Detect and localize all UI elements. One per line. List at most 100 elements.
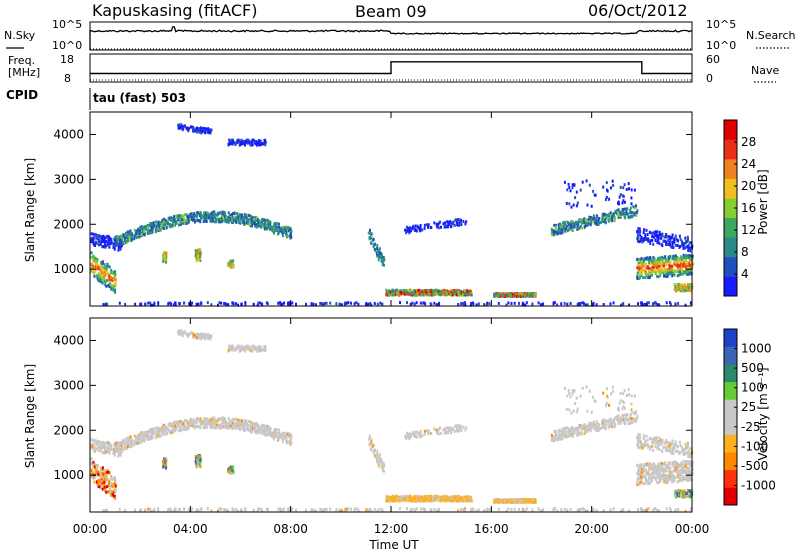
power-cell — [223, 218, 226, 222]
power-cell — [495, 294, 498, 298]
velocity-cell — [161, 425, 164, 429]
power-cell — [139, 229, 142, 233]
power-cell — [565, 229, 568, 233]
power-cell — [673, 271, 676, 274]
power-cell — [658, 303, 661, 307]
power-cell — [244, 142, 247, 146]
power-cell — [638, 266, 641, 270]
velocity-cell — [395, 498, 398, 502]
power-cell — [660, 261, 663, 265]
power-cell — [568, 202, 571, 206]
power-cell — [677, 302, 680, 305]
velocity-cell — [133, 443, 136, 447]
power-cell — [195, 259, 198, 263]
power-cell — [647, 276, 650, 280]
velocity-cell — [178, 427, 181, 431]
power-cell — [446, 220, 449, 224]
power-cell — [623, 214, 626, 217]
velocity-cell — [368, 437, 370, 441]
power-cell — [106, 303, 109, 306]
power-cell — [140, 302, 143, 306]
power-cell — [368, 231, 370, 235]
power-cell — [255, 216, 258, 219]
power-cell — [413, 289, 416, 292]
velocity-cell — [229, 469, 232, 472]
power-cell — [427, 225, 429, 229]
power-cell — [407, 228, 410, 232]
power-cell — [466, 293, 469, 297]
power-cell — [571, 220, 574, 224]
power-cell — [602, 185, 605, 189]
power-cell — [154, 229, 157, 233]
power-cell — [568, 186, 571, 189]
velocity-cell — [255, 425, 258, 429]
power-cell — [206, 211, 209, 215]
velocity-cell — [106, 468, 109, 472]
power-cell — [619, 210, 622, 214]
power-cell — [95, 258, 98, 261]
velocity-cell — [193, 333, 196, 337]
power-cell — [109, 238, 112, 241]
velocity-cell — [190, 421, 193, 425]
power-cell — [95, 274, 98, 278]
power-cell — [183, 219, 186, 223]
velocity-cell — [439, 496, 442, 499]
velocity-cell — [161, 432, 164, 435]
power-cell — [576, 225, 579, 229]
velocity-cell — [206, 422, 209, 426]
power-cell — [688, 288, 691, 292]
power-cell — [652, 302, 655, 306]
beam-label: Beam 09 — [355, 2, 427, 21]
colorbar-segment — [724, 237, 737, 258]
power-cell — [184, 218, 187, 222]
power-cell — [521, 303, 524, 307]
power-cell — [592, 189, 595, 193]
velocity-cell — [202, 426, 205, 429]
power-cell — [622, 195, 625, 199]
power-cell — [672, 269, 675, 272]
power-cell — [667, 258, 670, 262]
power-cell — [90, 262, 93, 266]
power-cell — [581, 226, 584, 230]
power-cell — [151, 221, 153, 225]
velocity-cell — [237, 344, 240, 348]
power-cell — [271, 228, 274, 232]
power-cell — [665, 270, 668, 274]
power-cell — [234, 215, 237, 219]
velocity-cell — [105, 446, 108, 450]
power-cell — [602, 303, 605, 306]
velocity-cell — [138, 441, 141, 445]
power-cell — [579, 302, 582, 306]
power-cell — [593, 193, 596, 197]
power-cell — [248, 214, 251, 217]
velocity-cell — [285, 431, 288, 435]
power-cell — [203, 216, 206, 220]
velocity-cell — [117, 448, 120, 452]
velocity-cell — [372, 451, 375, 455]
power-cell — [376, 247, 379, 250]
power-cell — [112, 271, 115, 274]
velocity-cell — [139, 435, 142, 439]
velocity-cell — [371, 444, 374, 448]
power-cell — [217, 303, 219, 307]
power-cell — [675, 260, 678, 264]
power-cell — [679, 267, 682, 270]
velocity-cell — [198, 425, 201, 429]
power-cell — [687, 283, 689, 286]
power-cell — [619, 193, 622, 197]
power-cell — [654, 239, 657, 242]
power-cell — [157, 303, 160, 307]
power-cell — [670, 245, 673, 249]
power-cell — [654, 263, 657, 267]
power-cell — [162, 259, 165, 263]
power-cell — [231, 213, 234, 217]
velocity-cell — [189, 420, 192, 424]
power-cell — [533, 294, 536, 298]
power-cell — [147, 229, 150, 233]
power-cell — [92, 232, 95, 236]
velocity-cell — [378, 453, 381, 457]
power-cell — [335, 302, 338, 306]
power-cell — [120, 235, 123, 239]
power-cell — [688, 260, 691, 264]
power-cell — [521, 293, 524, 297]
